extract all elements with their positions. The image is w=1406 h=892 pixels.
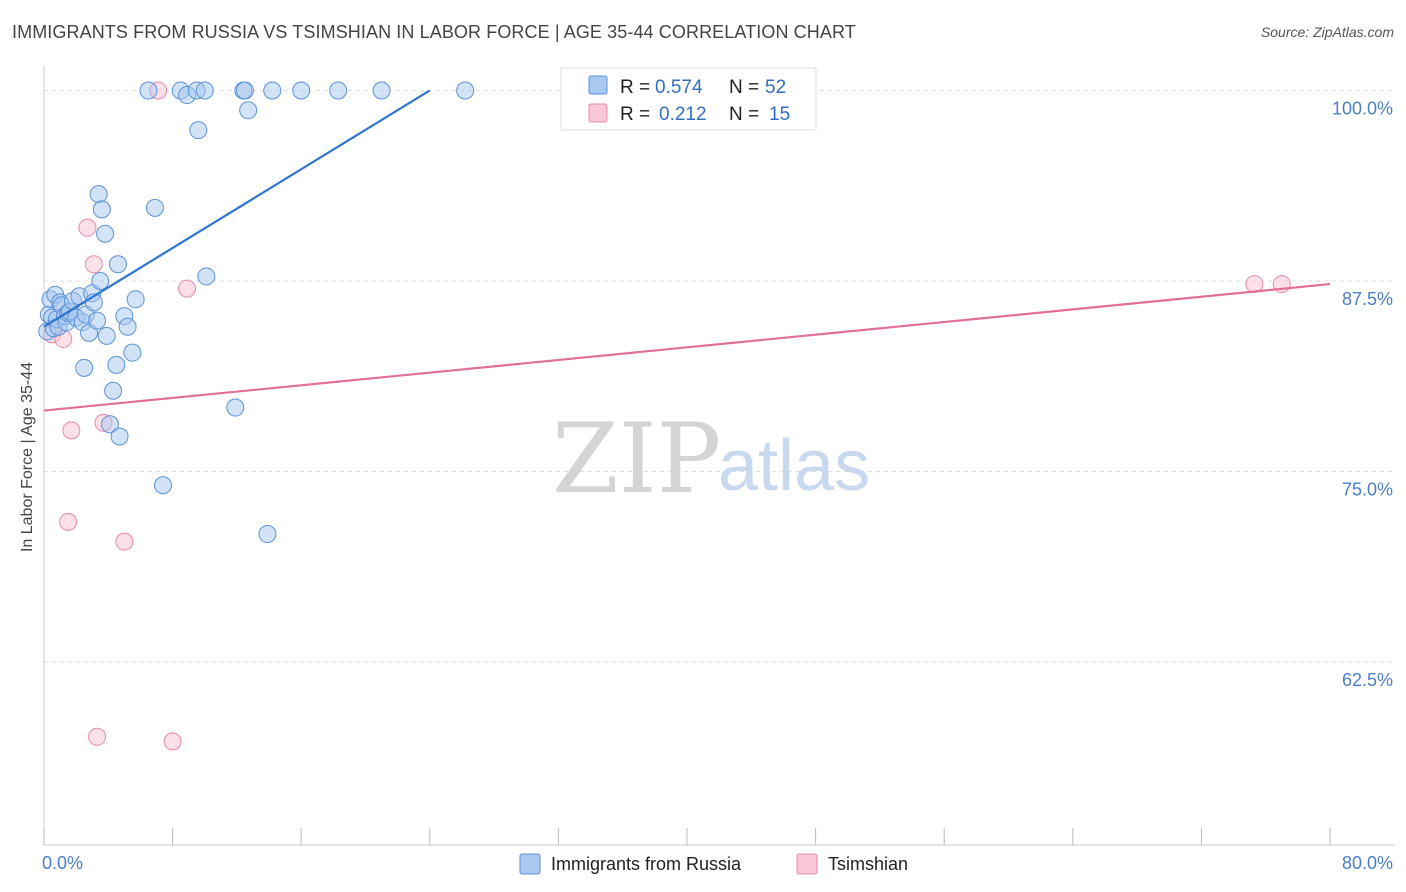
legend-n-label-tsimshian: N = [729,104,759,125]
russia-point-18 [75,358,94,377]
series-label-tsimshian: Tsimshian [828,854,908,874]
russia-point-33 [110,427,129,446]
tsimshian-point-5 [84,255,103,274]
legend-r-value-russia: 0.574 [655,77,703,98]
tsimshian-point-8 [115,532,134,551]
y-tick-label-1: 75.0% [1342,480,1393,500]
x-tick-label-max: 80.0% [1342,853,1393,873]
tsimshian-trend-line [43,282,1331,412]
russia-point-47 [226,398,245,417]
russia-point-27 [96,224,115,243]
tsimshian-point-11 [178,279,197,298]
russia-point-28 [97,326,116,345]
watermark-atlas: atlas [718,426,870,506]
russia-point-24 [91,272,110,291]
tsimshian-point-6 [88,727,107,746]
russia-point-32 [108,255,127,274]
legend-swatch-tsimshian [588,103,608,123]
russia-point-25 [89,185,108,204]
russia-point-31 [107,355,126,374]
russia-point-51 [258,525,277,544]
russia-point-50 [239,101,258,120]
gridlines [44,89,1395,663]
legend-swatch-russia [588,75,608,95]
source-label: Source: ZipAtlas.com [1260,24,1394,40]
watermark-zip: ZIP [552,403,721,515]
tsimshian-point-2 [59,512,78,531]
russia-point-53 [292,81,311,100]
y-tick-label-3: 100.0% [1332,98,1393,118]
russia-point-56 [456,81,475,100]
x-tick-labels: 0.0% 80.0% [42,853,1393,873]
watermark: ZIP atlas [552,403,870,515]
russia-point-39 [145,198,164,217]
axes [43,66,1395,846]
y-tick-label-2: 87.5% [1342,289,1393,309]
legend-n-value-tsimshian: 15 [769,104,790,125]
russia-trend-line [43,89,431,328]
legend-r-label-tsimshian: R = [620,104,650,125]
legend-n-value-russia: 52 [765,77,786,98]
series-legend: Immigrants from Russia Tsimshian [519,853,908,875]
chart-title: IMMIGRANTS FROM RUSSIA VS TSIMSHIAN IN L… [12,22,856,42]
russia-point-30 [104,381,123,400]
russia-point-46 [197,267,216,286]
stats-legend: R = 0.574 N = 52 R = 0.212 N = 15 [560,67,817,131]
x-tick-label-min: 0.0% [42,853,83,873]
russia-point-54 [329,81,348,100]
russia-point-29 [100,415,119,434]
russia-point-36 [123,343,142,362]
russia-point-44 [189,121,208,140]
tsimshian-point-10 [163,732,182,751]
trend-lines [43,89,1331,412]
russia-point-49 [235,81,254,100]
legend-r-label-russia: R = [620,77,650,98]
tsimshian-point-4 [78,218,97,237]
russia-point-35 [118,317,137,336]
tsimshian-point-3 [62,421,81,440]
y-tick-label-0: 62.5% [1342,670,1393,690]
russia-point-40 [153,476,172,495]
russia-point-26 [92,200,111,219]
russia-point-37 [126,290,145,309]
legend-n-label-russia: N = [729,77,759,98]
russia-point-52 [263,81,282,100]
russia-point-38 [139,81,158,100]
series-swatch-russia [519,853,541,875]
y-tick-labels: 62.5% 75.0% 87.5% 100.0% [1332,98,1393,690]
russia-point-23 [88,311,107,330]
series-label-russia: Immigrants from Russia [551,854,742,874]
russia-points [38,81,475,544]
russia-point-45 [195,81,214,100]
series-swatch-tsimshian [796,853,818,875]
russia-point-55 [372,81,391,100]
legend-r-value-tsimshian: 0.212 [659,104,707,125]
